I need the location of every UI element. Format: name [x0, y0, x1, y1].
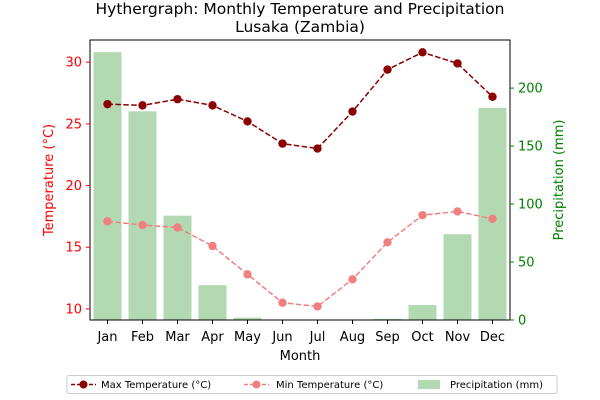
- x-tick-label: Jun: [271, 330, 292, 345]
- y-right-tick-label: 200: [518, 82, 543, 97]
- max-temp-line: [107, 51, 494, 150]
- precipitation-bars: [93, 52, 507, 321]
- x-tick-label: Dec: [480, 330, 505, 345]
- legend-item-precipitation: Precipitation (mm): [418, 380, 543, 391]
- precipitation-bar-oct: [408, 304, 437, 320]
- min-temp-point-jul: [313, 302, 322, 311]
- y-axis-right-label: Precipitation (mm): [552, 120, 567, 241]
- min-temp-point-jun: [278, 298, 287, 307]
- y-right-tick-label: 50: [518, 256, 535, 271]
- y-right-tick-label: 0: [518, 314, 526, 329]
- legend-precipitation-label: Precipitation (mm): [450, 380, 543, 391]
- max-temp-point-feb: [138, 101, 147, 110]
- legend-precipitation-patch: [418, 380, 440, 389]
- max-temp-point-jun: [278, 139, 287, 148]
- y-axis-right: 0 50 100 150 200: [510, 82, 543, 329]
- max-temp-point-jul: [313, 144, 322, 153]
- legend-max-temp-label: Max Temperature (°C): [101, 380, 211, 391]
- legend-item-min-temp: Min Temperature (°C): [244, 380, 383, 391]
- max-temp-point-may: [243, 117, 252, 126]
- precipitation-bar-may: [233, 317, 262, 320]
- y-left-tick-label: 20: [65, 179, 82, 194]
- precipitation-bar-sep: [373, 318, 402, 320]
- legend-min-temp-label: Min Temperature (°C): [276, 380, 383, 391]
- y-left-tick-label: 25: [65, 117, 82, 132]
- chart-title-line1: Hythergraph: Monthly Temperature and Pre…: [96, 0, 505, 18]
- precipitation-bar-jan: [93, 52, 122, 320]
- y-left-tick-label: 15: [65, 241, 82, 256]
- y-axis-left-label: Temperature (°C): [42, 124, 57, 237]
- min-temp-point-dec: [488, 214, 497, 224]
- max-temp-point-apr: [208, 101, 217, 110]
- max-temp-point-aug: [348, 107, 357, 116]
- x-tick-label: Nov: [445, 330, 471, 345]
- min-temp-point-feb: [138, 220, 147, 230]
- max-temp-point-oct: [418, 48, 427, 57]
- precipitation-bar-dec: [478, 107, 507, 321]
- y-axis-left: 10 15 20 25 30: [65, 56, 90, 317]
- x-tick-label: Oct: [411, 330, 433, 345]
- y-left-tick-label: 30: [65, 56, 82, 71]
- x-tick-label: Jul: [309, 330, 326, 345]
- x-tick-label: Jan: [96, 330, 117, 345]
- min-temp-point-nov: [453, 207, 462, 216]
- precipitation-bar-feb: [128, 111, 157, 320]
- x-tick-label: May: [234, 330, 261, 345]
- x-tick-label: Sep: [375, 330, 400, 345]
- y-right-tick-label: 100: [518, 198, 543, 213]
- y-left-tick-label: 10: [65, 302, 82, 317]
- min-temp-point-mar: [173, 223, 182, 232]
- max-temp-point-jan: [103, 99, 112, 109]
- legend: Max Temperature (°C) Min Temperature (°C…: [66, 375, 558, 394]
- temperature-lines: [103, 48, 497, 311]
- min-temp-point-sep: [383, 238, 392, 247]
- min-temp-line: [107, 210, 493, 308]
- legend-item-max-temp: Max Temperature (°C): [71, 380, 211, 391]
- max-temp-point-mar: [173, 95, 182, 104]
- x-tick-label: Feb: [131, 330, 154, 345]
- x-axis: Jan Feb Mar Apr May Jun Jul Aug Sep Oct Nov Dec: [96, 320, 505, 345]
- max-temp-point-nov: [453, 59, 462, 68]
- legend-max-temp-marker: [79, 380, 88, 389]
- max-temp-point-dec: [488, 92, 497, 101]
- x-axis-label: Month: [280, 349, 321, 364]
- plot-area-frame: [89, 39, 511, 321]
- precipitation-bar-nov: [443, 234, 472, 320]
- x-tick-label: Mar: [165, 330, 190, 345]
- min-temp-point-jan: [103, 217, 112, 226]
- chart-title-line2: Lusaka (Zambia): [235, 18, 365, 36]
- min-temp-point-apr: [208, 241, 217, 251]
- y-right-tick-label: 150: [518, 140, 543, 155]
- x-tick-label: Aug: [340, 330, 365, 345]
- min-temp-point-oct: [418, 210, 427, 220]
- legend-min-temp-marker: [252, 380, 261, 389]
- max-temp-point-sep: [383, 65, 392, 74]
- x-tick-label: Apr: [201, 330, 224, 345]
- min-temp-point-aug: [348, 275, 357, 284]
- min-temp-point-may: [243, 270, 252, 279]
- precipitation-bar-apr: [198, 285, 227, 320]
